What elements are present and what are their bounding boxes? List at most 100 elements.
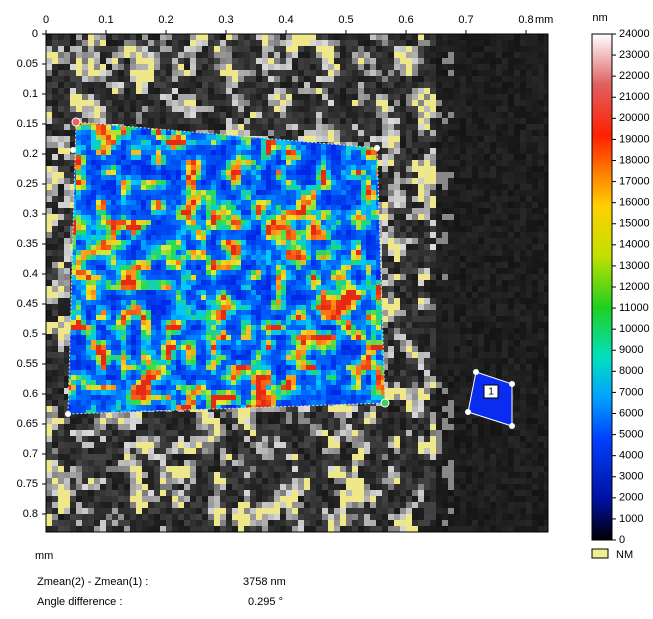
texture-cell — [82, 34, 88, 40]
texture-cell — [460, 322, 466, 328]
texture-cell — [514, 328, 520, 334]
texture-cell — [382, 370, 388, 376]
texture-cell — [136, 76, 142, 82]
texture-cell — [526, 322, 532, 328]
texture-cell — [298, 130, 304, 136]
texture-cell — [340, 52, 346, 58]
texture-cell — [448, 334, 454, 340]
texture-cell — [526, 340, 532, 346]
texture-cell — [424, 244, 430, 250]
texture-cell — [226, 106, 232, 112]
texture-cell — [514, 310, 520, 316]
texture-cell — [496, 220, 502, 226]
texture-cell — [364, 82, 370, 88]
texture-cell — [220, 70, 226, 76]
texture-cell — [520, 340, 526, 346]
texture-cell — [514, 40, 520, 46]
texture-cell — [352, 142, 358, 148]
texture-cell — [58, 226, 64, 232]
texture-cell — [418, 364, 424, 370]
texture-cell — [466, 196, 472, 202]
texture-cell — [250, 34, 256, 40]
texture-cell — [418, 124, 424, 130]
texture-cell — [214, 46, 220, 52]
texture-cell — [70, 82, 76, 88]
texture-cell — [454, 76, 460, 82]
texture-cell — [454, 382, 460, 388]
texture-cell — [400, 298, 406, 304]
texture-cell — [178, 88, 184, 94]
texture-cell — [52, 118, 58, 124]
texture-cell — [496, 274, 502, 280]
texture-cell — [382, 250, 388, 256]
texture-cell — [514, 94, 520, 100]
texture-cell — [82, 64, 88, 70]
texture-cell — [544, 154, 548, 160]
texture-cell — [394, 154, 400, 160]
texture-cell — [64, 136, 70, 142]
texture-cell — [202, 94, 208, 100]
texture-cell — [46, 76, 52, 82]
texture-cell — [382, 358, 388, 364]
texture-cell — [52, 160, 58, 166]
texture-cell — [472, 358, 478, 364]
texture-cell — [202, 100, 208, 106]
texture-cell — [490, 244, 496, 250]
texture-cell — [340, 46, 346, 52]
texture-cell — [382, 70, 388, 76]
texture-cell — [382, 268, 388, 274]
texture-cell — [496, 334, 502, 340]
texture-cell — [478, 178, 484, 184]
texture-cell — [70, 214, 76, 220]
texture-cell — [286, 130, 292, 136]
texture-cell — [490, 130, 496, 136]
texture-cell — [400, 208, 406, 214]
texture-cell — [388, 256, 394, 262]
texture-cell — [460, 190, 466, 196]
texture-cell — [454, 262, 460, 268]
texture-cell — [268, 40, 274, 46]
texture-cell — [412, 58, 418, 64]
texture-cell — [388, 328, 394, 334]
texture-cell — [226, 124, 232, 130]
texture-cell — [46, 52, 52, 58]
texture-cell — [442, 82, 448, 88]
texture-cell — [250, 70, 256, 76]
texture-cell — [466, 226, 472, 232]
texture-cell — [460, 292, 466, 298]
texture-cell — [70, 208, 76, 214]
texture-cell — [436, 82, 442, 88]
texture-cell — [160, 70, 166, 76]
texture-cell — [418, 226, 424, 232]
texture-cell — [436, 178, 442, 184]
texture-cell — [514, 148, 520, 154]
texture-cell — [58, 154, 64, 160]
texture-cell — [520, 142, 526, 148]
texture-cell — [508, 64, 514, 70]
texture-cell — [52, 124, 58, 130]
texture-cell — [430, 382, 436, 388]
texture-cell — [526, 382, 532, 388]
texture-cell — [526, 142, 532, 148]
texture-cell — [430, 316, 436, 322]
texture-cell — [502, 184, 508, 190]
texture-cell — [388, 376, 394, 382]
texture-cell — [466, 100, 472, 106]
texture-cell — [394, 160, 400, 166]
texture-cell — [532, 316, 538, 322]
texture-cell — [532, 220, 538, 226]
texture-cell — [514, 208, 520, 214]
texture-cell — [484, 136, 490, 142]
texture-cell — [478, 214, 484, 220]
texture-cell — [508, 178, 514, 184]
texture-cell — [136, 58, 142, 64]
texture-cell — [502, 208, 508, 214]
texture-cell — [520, 172, 526, 178]
texture-cell — [424, 292, 430, 298]
texture-cell — [502, 94, 508, 100]
texture-cell — [388, 64, 394, 70]
texture-cell — [484, 52, 490, 58]
texture-cell — [394, 382, 400, 388]
texture-cell — [466, 124, 472, 130]
texture-cell — [532, 364, 538, 370]
